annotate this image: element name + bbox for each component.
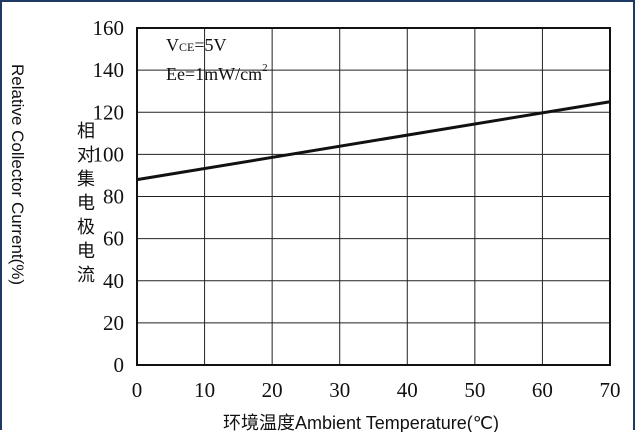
x-tick-label: 10 [194,378,215,402]
y-axis-label-cn-char: 对 [77,145,95,166]
y-tick-label: 0 [114,353,125,377]
x-tick-label: 20 [262,378,283,402]
y-tick-label: 100 [93,142,125,166]
x-tick-label: 60 [532,378,553,402]
series-line [137,102,610,180]
x-tick-label: 30 [329,378,350,402]
y-tick-labels: 0 20 40 60 80 100 120 140 160 [93,16,125,377]
y-axis-label-cn-char: 集 [77,169,95,190]
y-tick-label: 60 [103,227,124,251]
y-axis-label-cn-char: 极 [77,217,95,238]
x-tick-label: 40 [397,378,418,402]
y-tick-label: 20 [103,311,124,335]
x-tick-label: 70 [600,378,621,402]
y-tick-label: 40 [103,269,124,293]
y-axis-label-cn-char: 相 [77,121,95,142]
annotation-ee: Ee=1mW/cm2 [166,62,268,84]
y-tick-label: 140 [93,58,125,82]
y-axis-label-cn-char: 电 [77,241,95,262]
x-tick-label: 50 [464,378,485,402]
y-axis-label-cn-char: 电 [77,193,95,214]
y-tick-label: 120 [93,100,125,124]
y-tick-label: 80 [103,185,124,209]
y-tick-label: 160 [93,16,125,40]
x-tick-label: 0 [132,378,143,402]
annotation: VCE=5V Ee=1mW/cm2 [166,35,268,84]
y-axis-label-en: Relative Collector Current(%) [8,64,27,285]
y-axis-label-cn-char: 流 [77,265,95,286]
series [137,102,610,180]
annotation-vce: VCE=5V [166,35,227,55]
x-tick-labels: 0 10 20 30 40 50 60 70 [132,378,621,402]
x-axis-label: 环境温度Ambient Temperature(℃) [223,413,499,432]
